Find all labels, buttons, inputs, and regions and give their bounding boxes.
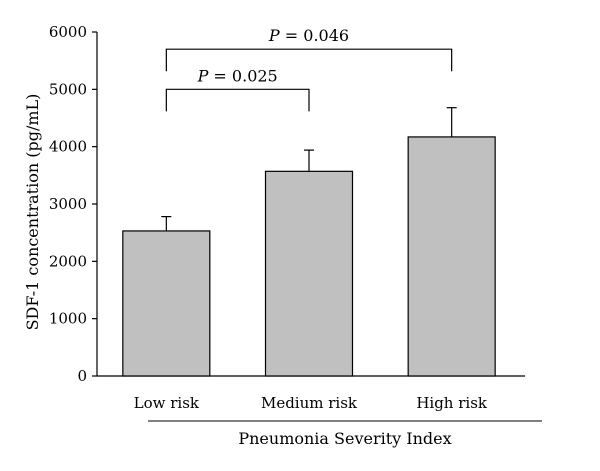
bar [264,170,354,377]
y-tick-label: 1000 [49,310,87,328]
x-tick-label: High risk [416,394,488,412]
p-value: = 0.046 [280,26,349,45]
y-tick-label: 0 [77,367,87,385]
y-tick-label: 2000 [49,252,87,270]
y-tick-label: 4000 [49,138,87,156]
significance-bracket [165,48,453,72]
bars [122,136,496,377]
p-value-label: P = 0.046 [268,26,349,45]
x-tick-label: Medium risk [261,394,358,412]
error-bars [161,107,457,231]
x-axis-title: Pneumonia Severity Index [238,429,451,448]
y-tick-label: 3000 [49,195,87,213]
y-tick-label: 5000 [49,80,87,98]
bar [122,230,211,377]
bar [407,136,496,377]
p-symbol: P [268,26,280,45]
x-ticks: Low risk Medium risk High risk [134,394,488,412]
y-tick-label: 6000 [49,23,87,41]
y-ticks: 0 1000 2000 3000 4000 5000 6000 [49,23,97,385]
x-tick-label: Low risk [134,394,200,412]
significance-bracket [165,88,310,112]
p-symbol: P [197,66,209,85]
p-value: = 0.025 [208,66,277,85]
y-axis-title: SDF-1 concentration (pg/mL) [23,94,42,331]
p-value-label: P = 0.025 [197,66,278,85]
